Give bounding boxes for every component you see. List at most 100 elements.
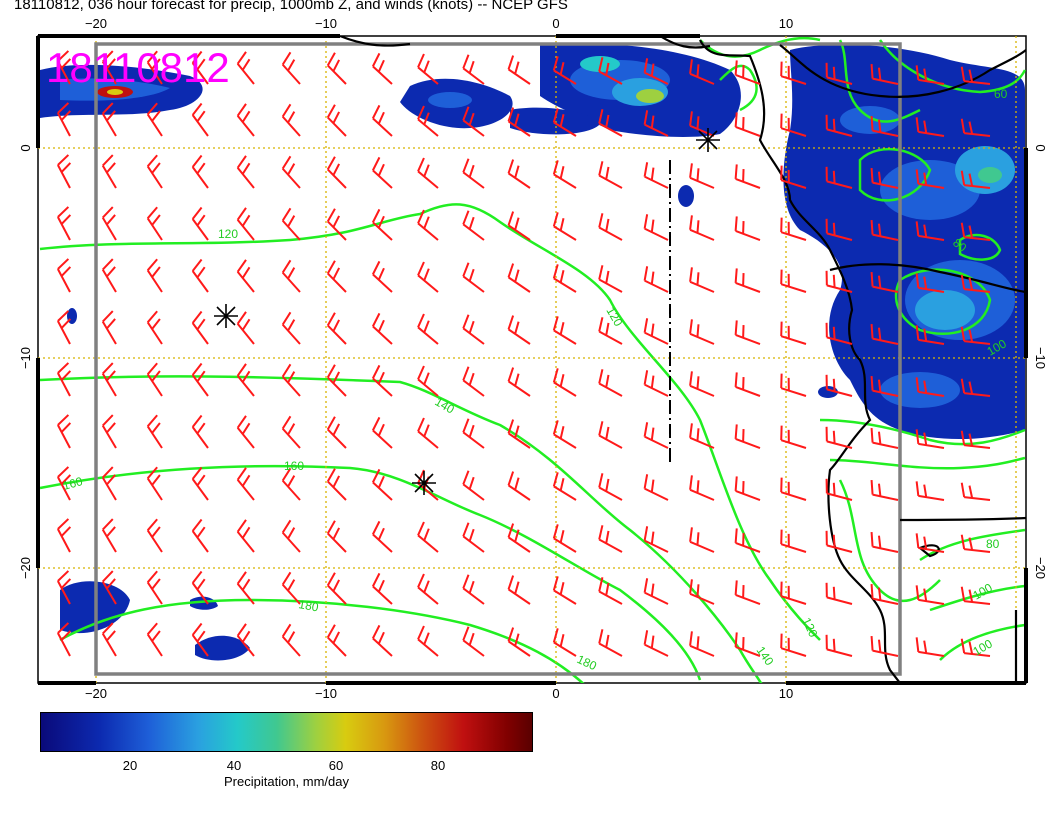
wind-barb [689, 59, 715, 85]
wind-barb [780, 321, 807, 345]
wind-barb [780, 529, 807, 553]
wind-barb [191, 570, 209, 605]
wind-barb [825, 62, 853, 85]
wind-barb [371, 260, 393, 293]
wind-barb [960, 482, 991, 501]
wind-barb [56, 154, 72, 189]
contour-label: 160 [61, 474, 84, 493]
wind-barb [371, 468, 393, 501]
wind-barb [598, 57, 623, 85]
wind-barb [371, 416, 393, 449]
wind-barb [236, 519, 255, 553]
wind-barb [825, 218, 853, 241]
wind-barb [191, 622, 209, 657]
wind-barb [870, 479, 899, 501]
wind-barb [507, 627, 531, 657]
wind-barb [281, 155, 301, 189]
wind-barb [236, 467, 255, 501]
colorbar-label: Precipitation, mm/day [224, 774, 349, 789]
lon-tick-top: 0 [552, 16, 559, 31]
lon-tick-top: 10 [779, 16, 793, 31]
wind-barb [191, 50, 209, 85]
wind-barb [417, 365, 439, 397]
wind-barb [552, 524, 577, 553]
wind-barb [146, 310, 163, 345]
wind-barb [417, 53, 439, 85]
low-pressure-marker [696, 128, 720, 152]
wind-barb [825, 530, 853, 553]
wind-barb [507, 575, 531, 605]
wind-barb [191, 414, 209, 449]
wind-barb [552, 472, 577, 501]
wind-barb [915, 637, 945, 657]
wind-barb [326, 208, 347, 241]
wind-barb [281, 571, 301, 605]
wind-barb [507, 315, 531, 345]
wind-barb [552, 212, 577, 241]
wind-barb [552, 576, 577, 605]
wind-barb [281, 519, 301, 553]
wind-barb [191, 258, 209, 293]
wind-barb [236, 415, 255, 449]
wind-barb [191, 362, 209, 397]
wind-barb [734, 424, 761, 449]
wind-barb [643, 526, 669, 553]
lat-tick-right: −10 [1033, 347, 1048, 369]
wind-barb [462, 210, 485, 241]
wind-barb [281, 467, 301, 501]
wind-barb [915, 377, 945, 397]
wind-barb [462, 418, 485, 449]
wind-barb [507, 367, 531, 397]
wind-barb [462, 470, 485, 501]
wind-barb [870, 323, 899, 345]
wind-barb [734, 372, 761, 397]
wind-barb [598, 161, 623, 189]
contour-labels: 120 120 140 140 160 160 180 180 120 100 … [61, 87, 1009, 673]
wind-barb [56, 102, 72, 137]
wind-barb [281, 311, 301, 345]
wind-barb [462, 574, 485, 605]
wind-barb [780, 373, 807, 397]
coastline [339, 36, 1026, 683]
wind-barb [417, 313, 439, 345]
wind-barb [870, 219, 899, 241]
axis-labels: −20 −10 0 10 −20 −10 0 10 0 −10 −20 0 −1… [18, 16, 1048, 700]
wind-barb [417, 417, 439, 449]
wind-barb [101, 50, 117, 85]
wind-barb [507, 211, 531, 241]
wind-barb [960, 638, 991, 657]
wind-barb [146, 622, 163, 657]
wind-barb [780, 425, 807, 449]
wind-barb [326, 520, 347, 553]
wind-barb [326, 468, 347, 501]
wind-barb [870, 375, 899, 397]
wind-barb [780, 113, 807, 137]
wind-barb [825, 374, 853, 397]
wind-barb [870, 583, 899, 605]
wind-barb [191, 310, 209, 345]
wind-barb [191, 154, 209, 189]
wind-barb [870, 271, 899, 293]
wind-barb [326, 624, 347, 657]
wind-barb [825, 478, 853, 501]
colorbar-gradient [40, 712, 533, 752]
wind-barb [689, 215, 715, 241]
wind-barb [56, 414, 72, 449]
wind-barb [146, 414, 163, 449]
wind-barb [417, 261, 439, 293]
wind-barb [780, 477, 807, 501]
wind-barb [780, 217, 807, 241]
domain-boundary [94, 42, 902, 676]
wind-barb [552, 56, 577, 85]
wind-barb [870, 115, 899, 137]
wind-barb [507, 263, 531, 293]
map-title: 18110812, 036 hour forecast for precip, … [14, 0, 568, 13]
low-pressure-marker [412, 471, 436, 495]
wind-barb [960, 118, 991, 137]
lat-tick-right: −20 [1033, 557, 1048, 579]
wind-barb [915, 273, 945, 293]
wind-barb [960, 326, 991, 345]
wind-barb [643, 58, 669, 85]
wind-barb [870, 167, 899, 189]
wind-barb [552, 108, 577, 137]
